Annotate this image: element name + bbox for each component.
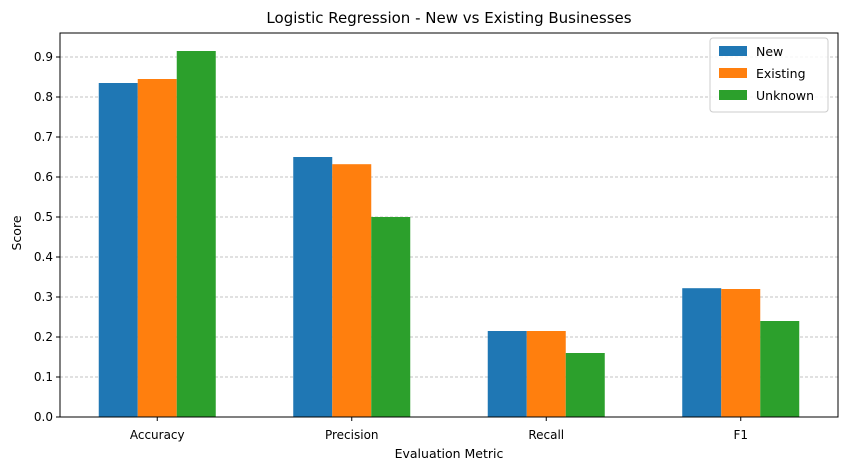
y-tick-label: 0.0 <box>34 410 53 424</box>
x-tick-label: Recall <box>528 428 564 442</box>
bar-existing-recall <box>526 331 566 417</box>
legend-label-new: New <box>756 44 783 59</box>
y-tick-label: 0.8 <box>34 90 53 104</box>
y-tick-label: 0.5 <box>34 210 53 224</box>
y-tick-label: 0.6 <box>34 170 53 184</box>
y-tick-label: 0.1 <box>34 370 53 384</box>
plot-frame <box>59 32 839 418</box>
bar-unknown-f1 <box>760 321 800 417</box>
bar-unknown-recall <box>565 353 605 417</box>
chart-title: Logistic Regression - New vs Existing Bu… <box>266 9 631 27</box>
legend-label-unknown: Unknown <box>756 88 814 103</box>
y-tick-label: 0.2 <box>34 330 53 344</box>
bar-existing-f1 <box>721 289 761 417</box>
bars <box>98 51 800 417</box>
y-tick-label: 0.7 <box>34 130 53 144</box>
y-ticks: 0.0 0.1 0.2 0.3 0.4 0.5 0.6 0.7 0.8 0.9 <box>34 50 60 424</box>
bar-unknown-accuracy <box>176 51 216 417</box>
legend: New Existing Unknown <box>709 37 829 113</box>
y-tick-label: 0.3 <box>34 290 53 304</box>
x-ticks: Accuracy Precision Recall F1 <box>130 417 748 442</box>
bar-unknown-precision <box>371 217 411 417</box>
legend-swatch-existing <box>719 68 747 78</box>
bar-new-f1 <box>682 288 722 417</box>
bar-existing-precision <box>332 164 372 417</box>
x-tick-label: Precision <box>325 428 379 442</box>
bar-existing-accuracy <box>137 79 177 417</box>
legend-swatch-unknown <box>719 90 747 100</box>
axes <box>59 32 839 418</box>
legend-label-existing: Existing <box>756 66 806 81</box>
bar-new-accuracy <box>98 83 138 417</box>
x-tick-label: F1 <box>733 428 748 442</box>
bar-new-recall <box>487 331 527 417</box>
y-tick-label: 0.4 <box>34 250 53 264</box>
y-axis-title: Score <box>9 215 24 250</box>
x-axis-title: Evaluation Metric <box>395 446 504 461</box>
y-tick-label: 0.9 <box>34 50 53 64</box>
legend-swatch-new <box>719 46 747 56</box>
x-tick-label: Accuracy <box>130 428 185 442</box>
bar-new-precision <box>293 157 333 417</box>
